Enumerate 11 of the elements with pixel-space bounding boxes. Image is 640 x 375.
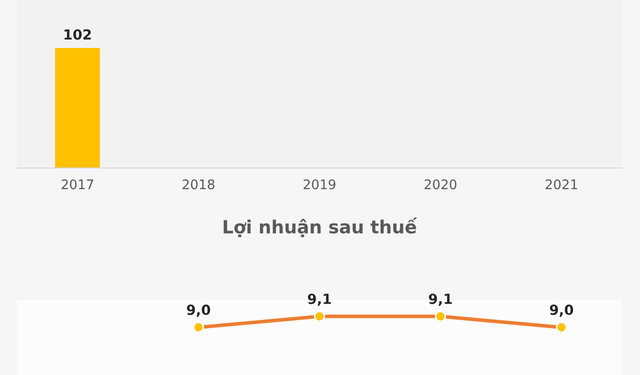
x-tick-label: 2019 xyxy=(304,179,336,190)
data-label: 9,0 xyxy=(550,304,574,317)
x-tick-label: 2017 xyxy=(62,179,94,190)
data-label: 102 xyxy=(64,29,91,40)
data-label: 9,1 xyxy=(308,294,331,306)
x-tick-label: 2020 xyxy=(424,179,456,190)
chart-title: Lợi nhuận sau thuế xyxy=(224,218,418,238)
x-tick-label: 2021 xyxy=(546,179,578,190)
data-label: 9,1 xyxy=(428,294,452,306)
x-tick-label: 2018 xyxy=(182,179,214,190)
data-label: 9,0 xyxy=(186,304,210,317)
